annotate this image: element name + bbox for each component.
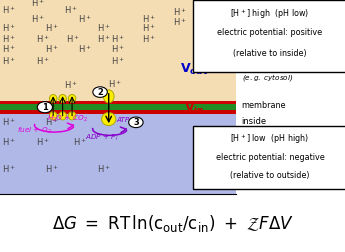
Text: H$^+$: H$^+$ <box>45 22 59 34</box>
Bar <box>0 101 236 104</box>
Text: H$^+$: H$^+$ <box>36 33 49 45</box>
Text: $\Delta G\ =\ \mathrm{RT\,ln(c_{out}/c_{in})}\ +\ \mathcal{Z}F\Delta V$: $\Delta G\ =\ \mathrm{RT\,ln(c_{out}/c_{… <box>51 212 294 234</box>
Bar <box>0 110 236 113</box>
Text: H$^+$: H$^+$ <box>142 22 156 34</box>
Text: [H$^+$] low  (pH high): [H$^+$] low (pH high) <box>230 133 309 146</box>
Text: electric potential: negative: electric potential: negative <box>216 153 324 162</box>
Text: H$^+$: H$^+$ <box>142 14 156 25</box>
Text: H$^+$: H$^+$ <box>45 163 59 175</box>
Text: ATP: ATP <box>116 117 129 123</box>
Ellipse shape <box>68 94 76 103</box>
Text: (relative to outside): (relative to outside) <box>230 171 310 180</box>
Text: fuel + O$_2$: fuel + O$_2$ <box>17 126 52 136</box>
Text: 2: 2 <box>97 88 103 97</box>
Bar <box>0 113 236 194</box>
Text: $\mathbf{V_{out}}$: $\mathbf{V_{out}}$ <box>180 62 208 77</box>
Text: H$^+$: H$^+$ <box>97 33 111 45</box>
Text: H$^+$: H$^+$ <box>2 44 17 55</box>
Text: H$^+$: H$^+$ <box>64 4 78 16</box>
Text: H$^+$: H$^+$ <box>111 33 125 45</box>
Text: H$^+$: H$^+$ <box>97 163 111 175</box>
Text: H$^+$: H$^+$ <box>111 44 125 55</box>
Text: H$^+$: H$^+$ <box>78 44 92 55</box>
Text: $\mathbf{V_{in}}$: $\mathbf{V_{in}}$ <box>184 101 204 116</box>
Circle shape <box>37 102 52 113</box>
Text: inside: inside <box>241 117 267 126</box>
Text: H$^+$: H$^+$ <box>2 137 17 148</box>
Text: H$^+$: H$^+$ <box>172 16 187 28</box>
Text: H$^+$: H$^+$ <box>78 14 92 25</box>
Ellipse shape <box>49 94 57 103</box>
Ellipse shape <box>59 112 66 120</box>
Text: H$^+$: H$^+$ <box>36 137 49 148</box>
Text: [H$^+$] high  (pH low): [H$^+$] high (pH low) <box>230 7 309 21</box>
Ellipse shape <box>104 90 114 103</box>
Text: (relative to inside): (relative to inside) <box>233 49 307 58</box>
Text: H$^+$: H$^+$ <box>64 79 78 91</box>
Text: H$^+$: H$^+$ <box>31 0 45 9</box>
FancyBboxPatch shape <box>193 0 345 72</box>
Text: ADP + P$_i$: ADP + P$_i$ <box>85 133 119 143</box>
Text: H$^+$: H$^+$ <box>73 137 87 148</box>
Ellipse shape <box>102 112 116 125</box>
FancyBboxPatch shape <box>193 126 345 189</box>
Ellipse shape <box>49 112 57 120</box>
Text: H$^+$: H$^+$ <box>108 78 122 89</box>
Text: H$^+$: H$^+$ <box>2 33 17 45</box>
Bar <box>0 104 236 110</box>
Text: H$^+$: H$^+$ <box>111 55 125 67</box>
Text: ($e.g.$ cytosol): ($e.g.$ cytosol) <box>241 72 293 83</box>
Circle shape <box>129 117 143 128</box>
Text: H$^+$: H$^+$ <box>66 33 80 45</box>
Text: H$^+$: H$^+$ <box>45 44 59 55</box>
Text: ($e.g.$ matrix): ($e.g.$ matrix) <box>241 130 291 141</box>
Ellipse shape <box>59 94 66 103</box>
Text: H$^+$: H$^+$ <box>2 22 17 34</box>
Text: 3: 3 <box>133 118 139 127</box>
Text: H$^+$: H$^+$ <box>2 116 17 128</box>
Circle shape <box>93 87 107 97</box>
Text: 1: 1 <box>42 103 48 112</box>
Ellipse shape <box>68 112 76 120</box>
Text: H$^+$: H$^+$ <box>172 7 187 18</box>
Text: H$^+$: H$^+$ <box>36 55 49 67</box>
Text: H$^+$: H$^+$ <box>2 4 17 16</box>
Text: outside: outside <box>241 58 273 67</box>
Text: H$_2$O + CO$_2$: H$_2$O + CO$_2$ <box>47 114 88 124</box>
Text: H$^+$: H$^+$ <box>2 163 17 175</box>
Text: H$^+$: H$^+$ <box>142 33 156 45</box>
Text: H$^+$: H$^+$ <box>97 22 111 34</box>
Text: electric potential: positive: electric potential: positive <box>217 28 323 37</box>
Text: H$^+$: H$^+$ <box>45 116 59 128</box>
Text: membrane: membrane <box>241 101 286 110</box>
Text: H$^+$: H$^+$ <box>31 14 45 25</box>
Bar <box>0 0 236 101</box>
Text: H$^+$: H$^+$ <box>2 55 17 67</box>
